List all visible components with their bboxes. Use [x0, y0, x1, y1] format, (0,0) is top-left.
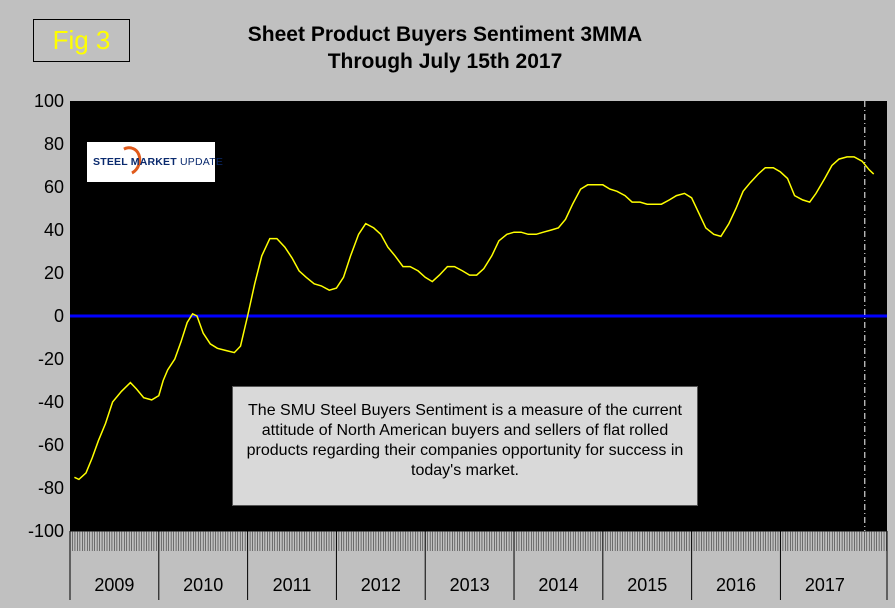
x-category-label: 2016	[716, 575, 756, 595]
steel-market-update-logo: STEEL MARKET UPDATE	[87, 142, 223, 182]
y-tick-label: 20	[44, 263, 64, 283]
y-tick-label: -100	[28, 521, 64, 541]
x-category-label: 2014	[538, 575, 578, 595]
y-tick-label: 60	[44, 177, 64, 197]
y-axis: 100 80 60 40 20 0 -20 -40 -60 -80 -100	[28, 91, 64, 541]
y-tick-label: 80	[44, 134, 64, 154]
y-tick-label: -20	[38, 349, 64, 369]
sentiment-series-line	[74, 156, 875, 481]
chart-title-line2: Through July 15th 2017	[327, 50, 563, 73]
y-tick-label: 0	[54, 306, 64, 326]
x-category-label: 2013	[450, 575, 490, 595]
logo-word-1: STEEL MARKET	[93, 156, 177, 168]
x-category-label: 2012	[361, 575, 401, 595]
figure-badge: Fig 3	[33, 19, 130, 62]
logo-word-2: UPDATE	[176, 156, 224, 168]
x-axis: 2009 2010 2011 2012 2013 2014 2015 2016 2017	[69, 530, 888, 600]
chart-annotation-box: The SMU Steel Buyers Sentiment is a meas…	[232, 386, 698, 506]
x-category-label: 2009	[94, 575, 134, 595]
x-category-label: 2010	[183, 575, 223, 595]
y-tick-label: -80	[38, 478, 64, 498]
chart-title-line1: Sheet Product Buyers Sentiment 3MMA	[247, 23, 643, 46]
y-tick-label: -60	[38, 435, 64, 455]
x-category-label: 2011	[273, 575, 312, 595]
chart-title: Sheet Product Buyers Sentiment 3MMA Thro…	[150, 21, 740, 75]
x-category-label: 2017	[805, 575, 845, 595]
x-category-label: 2015	[627, 575, 667, 595]
y-tick-label: -40	[38, 392, 64, 412]
y-tick-label: 40	[44, 220, 64, 240]
y-tick-label: 100	[34, 91, 64, 111]
